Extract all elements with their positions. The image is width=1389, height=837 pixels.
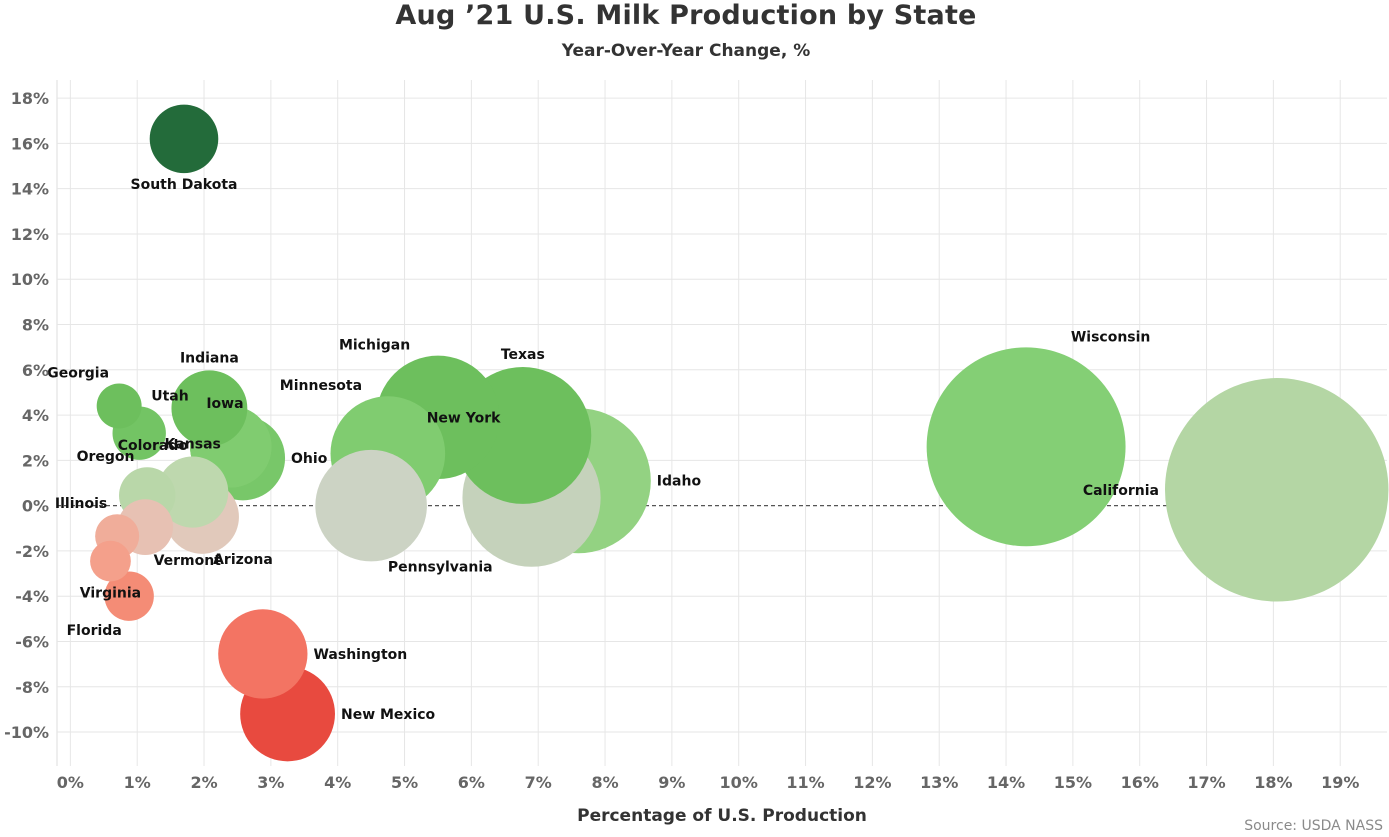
bubble-wisconsin: [926, 347, 1126, 547]
y-tick-label: -6%: [15, 632, 49, 651]
label-georgia: Georgia: [47, 366, 109, 382]
label-vermont: Vermont: [154, 553, 222, 569]
x-tick-label: 8%: [591, 773, 618, 792]
x-tick-label: 13%: [920, 773, 958, 792]
bubble-california: [1164, 378, 1389, 602]
y-tick-label: 0%: [22, 497, 49, 516]
label-new-mexico: New Mexico: [341, 707, 436, 723]
label-arizona: Arizona: [213, 552, 273, 568]
label-washington: Washington: [313, 647, 407, 663]
x-tick-label: 12%: [853, 773, 891, 792]
label-idaho: Idaho: [657, 474, 702, 490]
bubble-south-dakota: [149, 104, 219, 174]
x-tick-label: 16%: [1121, 773, 1159, 792]
x-tick-label: 7%: [525, 773, 552, 792]
x-tick-label: 5%: [391, 773, 418, 792]
label-kansas: Kansas: [164, 436, 220, 452]
x-axis-title: Percentage of U.S. Production: [577, 806, 867, 826]
label-texas: Texas: [501, 347, 545, 363]
y-tick-label: 2%: [22, 451, 49, 470]
label-new-york: New York: [427, 411, 501, 427]
label-south-dakota: South Dakota: [131, 177, 238, 193]
bubble-kansas: [157, 456, 229, 528]
bubble-washington: [218, 609, 308, 699]
label-ohio: Ohio: [291, 451, 328, 467]
bubble-florida: [104, 571, 154, 621]
label-colorado: Colorado: [118, 438, 189, 454]
y-tick-label: 18%: [11, 89, 49, 108]
label-iowa: Iowa: [206, 396, 243, 412]
tick-layer: 0% 1% 2% 3% 4% 5% 6% 7% 8% 9% 10% 11% 12% 13% 14% 15% 16…: [4, 89, 1359, 792]
y-tick-label: 10%: [11, 270, 49, 289]
x-tick-label: 9%: [658, 773, 685, 792]
y-tick-label: 4%: [22, 406, 49, 425]
x-tick-label: 2%: [190, 773, 217, 792]
x-tick-label: 1%: [124, 773, 151, 792]
x-tick-label: 6%: [458, 773, 485, 792]
y-tick-label: 8%: [22, 316, 49, 335]
x-tick-label: 10%: [720, 773, 758, 792]
label-minnesota: Minnesota: [280, 378, 362, 394]
x-tick-label: 19%: [1321, 773, 1359, 792]
x-tick-label: 11%: [786, 773, 824, 792]
y-tick-label: 12%: [11, 225, 49, 244]
bubble-georgia: [96, 383, 142, 429]
x-tick-label: 15%: [1054, 773, 1092, 792]
y-tick-label: -8%: [15, 678, 49, 697]
bubble-indiana: [171, 370, 248, 447]
source-note: Source: USDA NASS: [1244, 818, 1383, 834]
y-tick-label: 6%: [22, 361, 49, 380]
x-tick-label: 0%: [57, 773, 84, 792]
y-tick-label: 16%: [11, 134, 49, 153]
label-pennsylvania: Pennsylvania: [388, 559, 493, 575]
label-utah: Utah: [151, 388, 188, 404]
label-california: California: [1083, 483, 1159, 499]
label-layer: South Dakota Georgia Indiana Utah Iowa Colora…: [47, 177, 1159, 723]
label-wisconsin: Wisconsin: [1071, 329, 1151, 345]
chart-subtitle: Year-Over-Year Change, %: [561, 41, 811, 61]
y-tick-label: -4%: [15, 587, 49, 606]
x-tick-label: 14%: [987, 773, 1025, 792]
x-tick-label: 17%: [1187, 773, 1225, 792]
y-tick-label: -2%: [15, 542, 49, 561]
chart-title: Aug ’21 U.S. Milk Production by State: [395, 0, 977, 31]
x-tick-label: 3%: [257, 773, 284, 792]
bubble-virginia: [90, 540, 131, 582]
label-illinois: Illinois: [55, 496, 107, 512]
label-virginia: Virginia: [80, 585, 141, 601]
label-indiana: Indiana: [180, 350, 239, 366]
label-oregon: Oregon: [77, 449, 135, 465]
bubble-pennsylvania: [315, 449, 427, 562]
x-tick-label: 18%: [1254, 773, 1292, 792]
label-michigan: Michigan: [339, 338, 410, 354]
y-tick-label: -10%: [4, 723, 49, 742]
x-tick-label: 4%: [324, 773, 351, 792]
y-tick-label: 14%: [11, 180, 49, 199]
label-florida: Florida: [67, 623, 122, 639]
bubble-layer: [90, 104, 1389, 762]
